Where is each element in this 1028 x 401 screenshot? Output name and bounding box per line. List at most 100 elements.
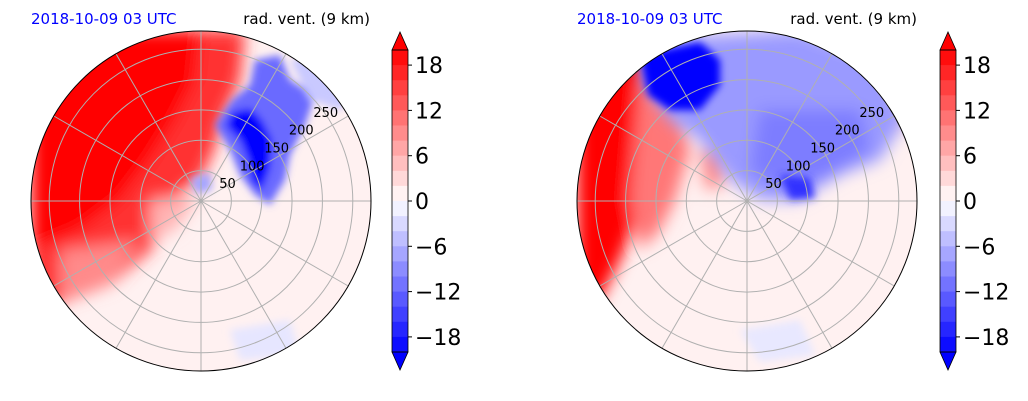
colorbar-level [940,306,956,323]
colorbar-tick-label: 18 [415,54,443,79]
colorbar-level [940,140,956,157]
angular-gridline [200,200,349,287]
colorbar-tick-label: 0 [963,190,977,215]
colorbar-level [392,336,408,353]
colorbar-level [392,321,408,338]
colorbar-tick-label: −12 [963,281,1009,306]
right-colorbar: 18 12 6 0 −6 −12 −18 [939,31,1009,371]
colorbar-level [940,321,956,338]
colorbar-level [940,50,956,66]
angular-gridline [746,200,833,349]
colorbar-tick-label: −12 [415,281,461,306]
colorbar-tick-label: −18 [415,326,461,351]
colorbar-tick-label: 0 [415,190,429,215]
angular-gridline [200,115,349,202]
left-title-date: 2018-10-09 03 UTC [31,10,177,28]
angular-gridline [200,200,287,349]
colorbar-level [392,170,408,187]
radial-tick-label: 50 [765,177,782,192]
angular-gridline [746,200,895,287]
radial-tick-label: 250 [313,106,338,121]
right-polar-grid [577,31,917,371]
colorbar-extend-max [939,31,957,51]
colorbar-level [392,155,408,172]
radial-tick-label: 200 [289,124,314,139]
radial-tick-label: 200 [835,124,860,139]
right-field-negative-core [640,42,815,362]
colorbar-level [940,291,956,308]
colorbar-level [392,140,408,157]
angular-gridline [53,200,202,287]
colorbar-tick-label: 6 [963,145,977,170]
colorbar-extend-min [391,351,409,371]
colorbar-level [392,276,408,293]
colorbar-level [940,170,956,187]
right-polar-boundary [576,30,918,372]
colorbar-level [392,231,408,247]
colorbar-level [940,80,956,96]
radial-tick-label: 100 [240,159,265,174]
colorbar-level [940,155,956,172]
colorbar-level [392,95,408,111]
radial-tick-label: 250 [859,106,884,121]
radial-tick-label: 50 [219,177,236,192]
colorbar-level [392,110,408,126]
left-title-variable: rad. vent. (9 km) [243,10,370,28]
colorbar-level [392,201,408,217]
colorbar-tick-label: 12 [963,99,991,124]
angular-gridline [661,200,748,349]
colorbar-level [940,125,956,142]
colorbar-tick-label: −18 [963,326,1009,351]
colorbar-level [940,110,956,126]
colorbar-level [392,291,408,308]
angular-gridline [746,115,895,202]
colorbar-level [940,65,956,81]
colorbar-level [392,125,408,142]
left-polar-boundary [30,30,372,372]
radial-tick-label: 100 [786,159,811,174]
angular-gridline [661,53,748,202]
radial-tick-label: 150 [810,141,835,156]
colorbar-tick-label: 6 [415,145,429,170]
colorbar-level [940,261,956,277]
colorbar-tick-label: −6 [963,235,995,260]
angular-gridline [746,53,833,202]
radial-tick-label: 150 [264,141,289,156]
colorbar-level [392,65,408,81]
angular-gridline [599,115,748,202]
colorbar-level [392,185,408,202]
left-colorbar: 18 12 6 0 −6 −12 −18 [391,31,461,371]
left-polar-panel: 2018-10-09 03 UTC rad. vent. (9 km) [30,10,372,372]
colorbar-tick-label: −6 [415,235,447,260]
colorbar-level [940,246,956,262]
colorbar-extend-min [939,351,957,371]
colorbar-level [940,231,956,247]
right-title-date: 2018-10-09 03 UTC [577,10,723,28]
colorbar-extend-max [391,31,409,51]
colorbar-level [940,216,956,232]
colorbar-level [392,50,408,66]
right-polar-panel: 2018-10-09 03 UTC rad. vent. (9 km) [576,10,918,372]
colorbar-tick-label: 18 [963,54,991,79]
colorbar-tick-label: 12 [415,99,443,124]
angular-gridline [115,53,202,202]
angular-gridline [115,200,202,349]
colorbar-level [940,201,956,217]
colorbar-level [940,185,956,202]
colorbar-level [940,336,956,353]
left-polar-grid [31,31,371,371]
colorbar-level [940,95,956,111]
colorbar-level [392,261,408,277]
angular-gridline [53,115,202,202]
colorbar-level [940,276,956,293]
colorbar-level [392,306,408,323]
colorbar-level [392,246,408,262]
colorbar-level [392,80,408,96]
angular-gridline [200,53,287,202]
angular-gridline [599,200,748,287]
colorbar-level [392,216,408,232]
